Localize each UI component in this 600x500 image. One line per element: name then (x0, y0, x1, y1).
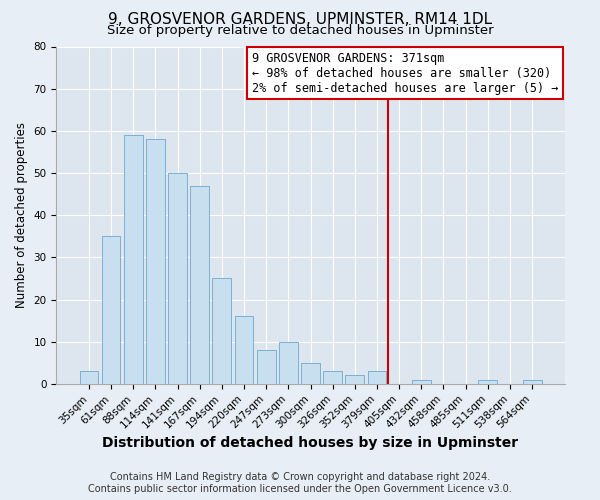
Text: Contains HM Land Registry data © Crown copyright and database right 2024.
Contai: Contains HM Land Registry data © Crown c… (88, 472, 512, 494)
Bar (279, 342, 298, 384)
Bar (212, 278, 231, 384)
Bar (412, 380, 431, 384)
X-axis label: Distribution of detached houses by size in Upminster: Distribution of detached houses by size … (103, 436, 518, 450)
Text: 9, GROSVENOR GARDENS, UPMINSTER, RM14 1DL: 9, GROSVENOR GARDENS, UPMINSTER, RM14 1D… (108, 12, 492, 28)
Bar (346, 376, 364, 384)
Text: 9 GROSVENOR GARDENS: 371sqm
← 98% of detached houses are smaller (320)
2% of sem: 9 GROSVENOR GARDENS: 371sqm ← 98% of det… (252, 52, 559, 94)
Bar (101, 236, 121, 384)
Bar (478, 380, 497, 384)
Bar (257, 350, 275, 384)
Bar (523, 380, 542, 384)
Bar (80, 371, 98, 384)
Bar (323, 371, 342, 384)
Bar (301, 363, 320, 384)
Bar (124, 135, 143, 384)
Bar (368, 371, 386, 384)
Bar (146, 140, 165, 384)
Text: Size of property relative to detached houses in Upminster: Size of property relative to detached ho… (107, 24, 493, 37)
Y-axis label: Number of detached properties: Number of detached properties (15, 122, 28, 308)
Bar (235, 316, 253, 384)
Bar (168, 173, 187, 384)
Bar (190, 186, 209, 384)
